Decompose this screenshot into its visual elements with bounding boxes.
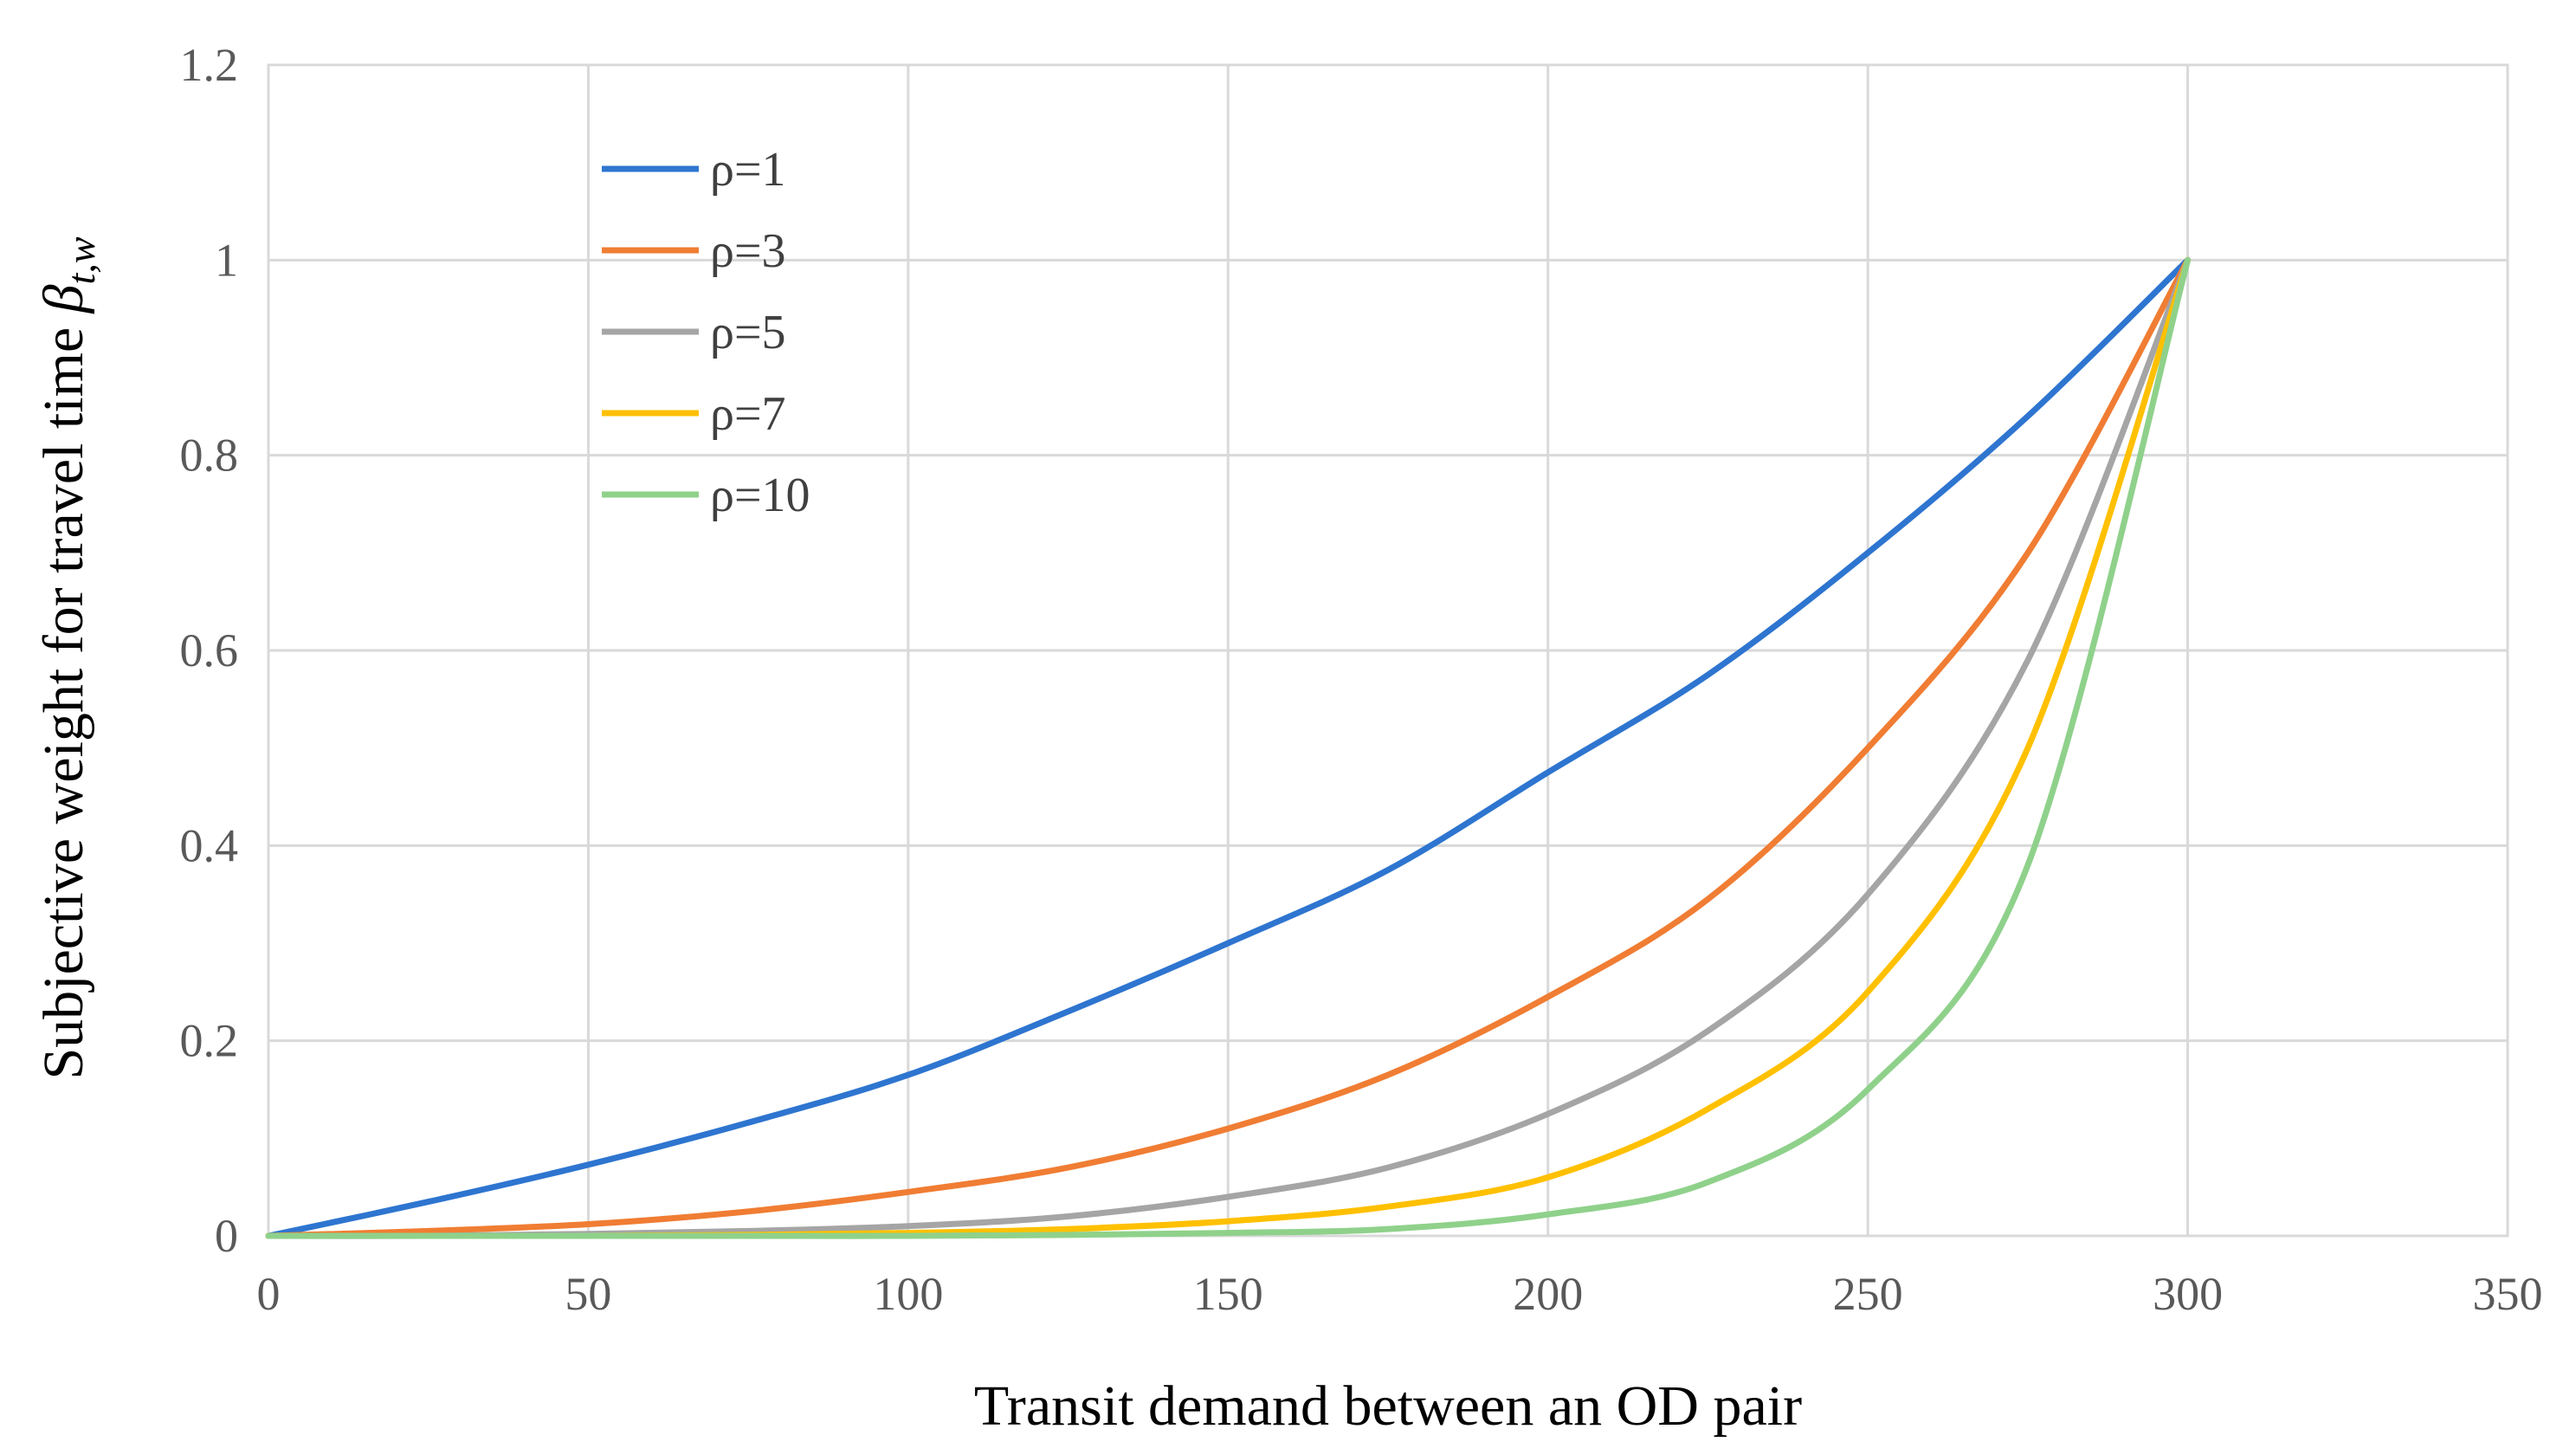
y-tick-label: 0.8 — [180, 430, 239, 482]
legend-label: ρ=7 — [710, 387, 786, 441]
series-line-rho-1 — [265, 256, 2192, 1239]
grid-lines — [267, 63, 2509, 1238]
y-tick-label: 0 — [215, 1210, 238, 1262]
x-tick-label: 100 — [873, 1268, 943, 1320]
y-tick-label: 0.6 — [180, 624, 239, 676]
legend-label: ρ=1 — [710, 143, 786, 197]
series-line-rho-3 — [265, 256, 2192, 1239]
series-line-rho-10 — [265, 256, 2192, 1239]
y-axis-title: Subjective weight for travel time βt,w — [32, 236, 103, 1079]
y-axis-title-subscript: t,w — [59, 236, 103, 284]
x-axis-title: Transit demand between an OD pair — [974, 1374, 1802, 1438]
legend-label: ρ=3 — [710, 224, 786, 278]
series-lines — [265, 256, 2192, 1239]
x-tick-label: 200 — [1513, 1268, 1583, 1320]
y-tick-label: 1.2 — [180, 39, 239, 91]
y-axis-title-symbol: β — [32, 284, 95, 314]
x-axis-ticks: 0 50 100 150 200 250 300 350 — [257, 1268, 2543, 1320]
legend-label: ρ=10 — [710, 469, 810, 522]
x-tick-label: 150 — [1193, 1268, 1263, 1320]
legend: ρ=1 ρ=3 ρ=5 ρ=7 ρ=10 — [602, 143, 810, 522]
legend-label: ρ=5 — [710, 306, 786, 359]
y-tick-label: 1 — [215, 234, 238, 286]
x-tick-label: 350 — [2473, 1268, 2543, 1320]
y-axis-title-text: Subjective weight for travel time — [32, 313, 95, 1079]
x-tick-label: 50 — [565, 1268, 611, 1320]
y-tick-label: 0.4 — [180, 819, 239, 871]
x-tick-label: 0 — [257, 1268, 281, 1320]
y-axis-ticks: 0 0.2 0.4 0.6 0.8 1 1.2 — [180, 39, 239, 1262]
y-tick-label: 0.2 — [180, 1015, 239, 1067]
x-tick-label: 250 — [1833, 1268, 1903, 1320]
x-tick-label: 300 — [2153, 1268, 2223, 1320]
